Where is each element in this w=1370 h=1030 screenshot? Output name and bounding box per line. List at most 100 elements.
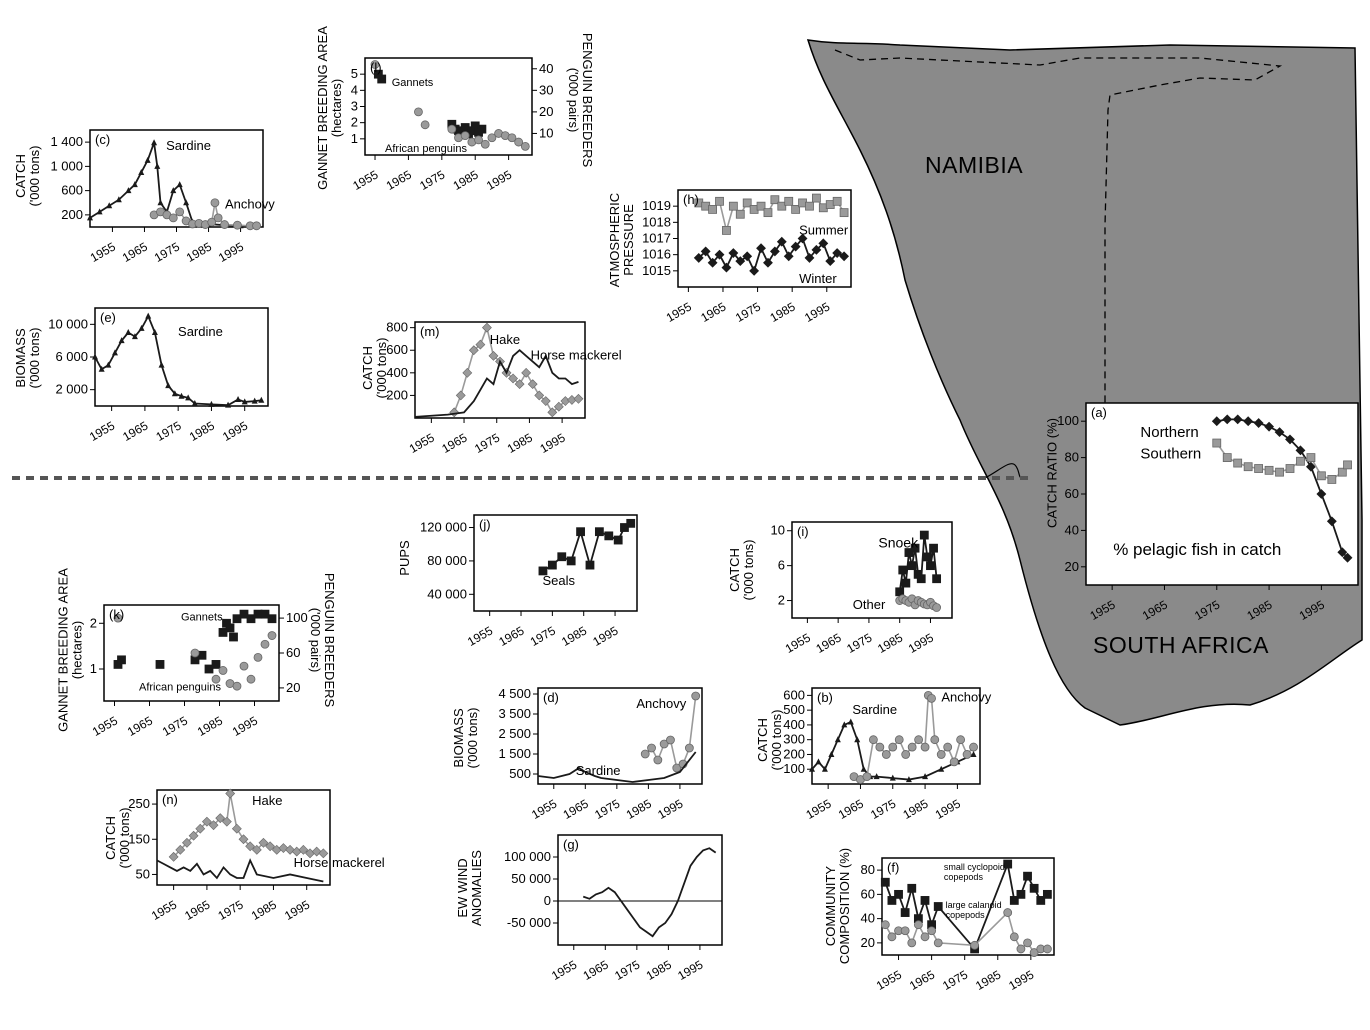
- annotation-label: Northern: [1140, 424, 1198, 441]
- y-tick-label: 150: [128, 831, 150, 846]
- series-line: [414, 349, 579, 418]
- river: [984, 463, 1023, 479]
- data-point: [653, 755, 663, 765]
- data-point: [613, 535, 623, 545]
- data-point: [804, 252, 815, 263]
- data-point: [145, 312, 152, 319]
- x-tick-label: 1975: [844, 630, 874, 656]
- x-tick-label: 1955: [783, 630, 813, 656]
- series-northern: [1211, 414, 1353, 563]
- x-tick-label: 1955: [664, 299, 694, 325]
- data-point: [1211, 416, 1222, 427]
- series-line: [582, 847, 717, 938]
- series-summer: [694, 193, 849, 235]
- data-point: [185, 394, 192, 401]
- data-point: [1036, 896, 1046, 905]
- x-tick-label: 1965: [182, 897, 212, 923]
- data-point: [238, 834, 249, 845]
- y-tick-label: 1: [90, 661, 97, 676]
- annotation-label: small cyclopoid copepods: [944, 862, 1005, 882]
- data-point: [715, 196, 724, 206]
- data-point: [907, 742, 917, 752]
- data-point: [763, 257, 773, 268]
- data-point: [1042, 944, 1052, 954]
- data-point: [232, 220, 242, 230]
- data-point: [783, 251, 794, 262]
- data-point: [828, 750, 835, 757]
- data-point: [818, 238, 829, 249]
- y-tick-label: 3 500: [498, 706, 531, 721]
- data-point: [1316, 471, 1326, 481]
- x-tick-label: 1995: [906, 630, 936, 656]
- data-point: [735, 256, 746, 267]
- y-axis-title: CATCH ('000 tons): [727, 539, 756, 601]
- annotation-label: large calanoid copepods: [946, 900, 1002, 920]
- y-tick-label: 10: [771, 523, 785, 538]
- data-point: [949, 757, 959, 767]
- chart-panel-c: 200 600 1 000 1 400 1955 1965 1975 1985 1995 (c) S…: [0, 120, 353, 302]
- series-gannets: [113, 609, 277, 674]
- data-point: [474, 135, 483, 145]
- data-point: [488, 350, 499, 361]
- x-tick-label: 1955: [465, 623, 495, 649]
- data-point: [920, 896, 930, 905]
- data-point: [211, 660, 221, 669]
- y-tick-label: 2 500: [498, 726, 531, 741]
- series-line: [582, 847, 717, 938]
- data-point: [880, 877, 890, 887]
- data-point: [714, 249, 725, 260]
- data-point: [1243, 462, 1253, 472]
- data-point: [241, 398, 248, 405]
- data-point: [215, 813, 226, 824]
- y-right-tick-label: 60: [286, 645, 300, 660]
- x-tick-label: 1965: [907, 967, 937, 993]
- y-tick-label: 1 400: [50, 134, 83, 149]
- data-point: [131, 333, 138, 340]
- data-point: [460, 131, 470, 140]
- data-point: [540, 396, 551, 406]
- data-point: [770, 195, 780, 205]
- y-axis-title: COMMUNITY COMPOSITION (%): [823, 847, 852, 965]
- data-point: [178, 392, 185, 399]
- series-sardine: [92, 312, 265, 408]
- data-point: [547, 407, 558, 418]
- y-tick-label: 20: [861, 935, 875, 950]
- y-right-tick-label: 20: [286, 680, 300, 695]
- x-tick-label: 1965: [561, 796, 591, 822]
- chart-panel-j: 40 000 80 000 120 000 1955 1965 1975 1985 1995 (…: [384, 505, 727, 686]
- data-point: [914, 735, 924, 745]
- y-tick-label: 2 000: [55, 382, 88, 397]
- series-line: [156, 858, 324, 883]
- data-point: [1212, 438, 1222, 448]
- x-tick-label: 1985: [768, 299, 798, 325]
- panel-label: (d): [543, 690, 559, 705]
- data-point: [213, 213, 223, 223]
- plot-frame: [557, 834, 723, 946]
- data-point: [943, 742, 953, 752]
- data-point: [1337, 467, 1347, 477]
- series-anchovy: [149, 198, 261, 231]
- data-point: [1243, 416, 1254, 427]
- x-tick-label: 1985: [1244, 597, 1274, 623]
- data-point: [534, 390, 545, 401]
- x-tick-label: 1995: [230, 713, 260, 739]
- data-point: [168, 851, 179, 862]
- data-point: [235, 395, 242, 402]
- x-tick-label: 1955: [804, 796, 834, 822]
- series-large-calanoid-copepods: [880, 908, 1052, 957]
- data-point: [809, 765, 815, 772]
- data-point: [176, 181, 183, 188]
- data-point: [916, 574, 926, 584]
- y-axis-title: CATCH ('000 tons): [13, 145, 42, 207]
- y-tick-label: 4: [351, 82, 358, 97]
- annotation-label: Horse mackerel: [531, 347, 622, 362]
- x-tick-label: 1975: [868, 796, 898, 822]
- x-tick-label: 1955: [549, 957, 579, 983]
- x-tick-label: 1975: [528, 623, 558, 649]
- series-hake: [449, 322, 584, 418]
- data-point: [265, 841, 276, 852]
- data-point: [1285, 464, 1295, 473]
- x-tick-label: 1985: [900, 796, 930, 822]
- y-tick-label: 40 000: [427, 586, 467, 601]
- data-point: [929, 543, 938, 553]
